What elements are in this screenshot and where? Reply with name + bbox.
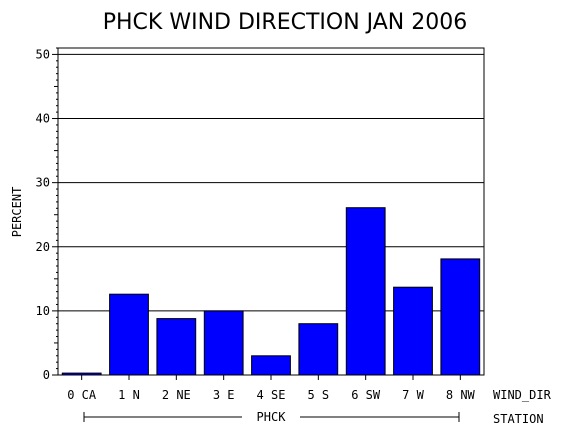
x-tick-label: 7 W — [402, 388, 424, 402]
bar-5 — [298, 323, 339, 376]
bar-3 — [203, 310, 244, 376]
x-tick-label: 3 E — [213, 388, 235, 402]
y-tick-label: 30 — [36, 176, 50, 190]
bar-7 — [393, 286, 433, 376]
bar-6 — [345, 207, 386, 376]
x-tick-label: 5 S — [307, 388, 329, 402]
x-tick-label: 0 CA — [67, 388, 97, 402]
y-tick-label: 20 — [36, 240, 50, 254]
x-tick-label: 2 NE — [162, 388, 191, 402]
station-group: PHCK — [83, 410, 460, 424]
x-tick-label: 8 NW — [446, 388, 476, 402]
bar-4 — [251, 355, 291, 376]
station-label: PHCK — [257, 410, 287, 424]
x-tick-label: 4 SE — [257, 388, 286, 402]
x-axis-label: WIND_DIR — [493, 388, 552, 402]
bar-1 — [109, 293, 149, 376]
x-axis: 0 CA 1 N 2 NE 3 E 4 SE 5 S 6 SW 7 W 8 NW — [67, 375, 476, 402]
gridlines — [58, 53, 484, 312]
y-tick-label: 0 — [43, 368, 50, 382]
y-tick-label: 50 — [36, 47, 50, 61]
y-axis-label: PERCENT — [10, 187, 24, 238]
x-tick-label: 6 SW — [351, 388, 381, 402]
station-axis-label: STATION — [493, 412, 544, 426]
y-axis: 0 10 20 30 40 50 — [36, 47, 58, 382]
bar-2 — [156, 318, 197, 376]
x-tick-label: 1 N — [118, 388, 140, 402]
bars — [61, 207, 481, 376]
y-tick-label: 10 — [36, 304, 50, 318]
chart-title: PHCK WIND DIRECTION JAN 2006 — [103, 10, 467, 35]
bar-8 — [440, 258, 481, 376]
y-tick-label: 40 — [36, 112, 50, 126]
